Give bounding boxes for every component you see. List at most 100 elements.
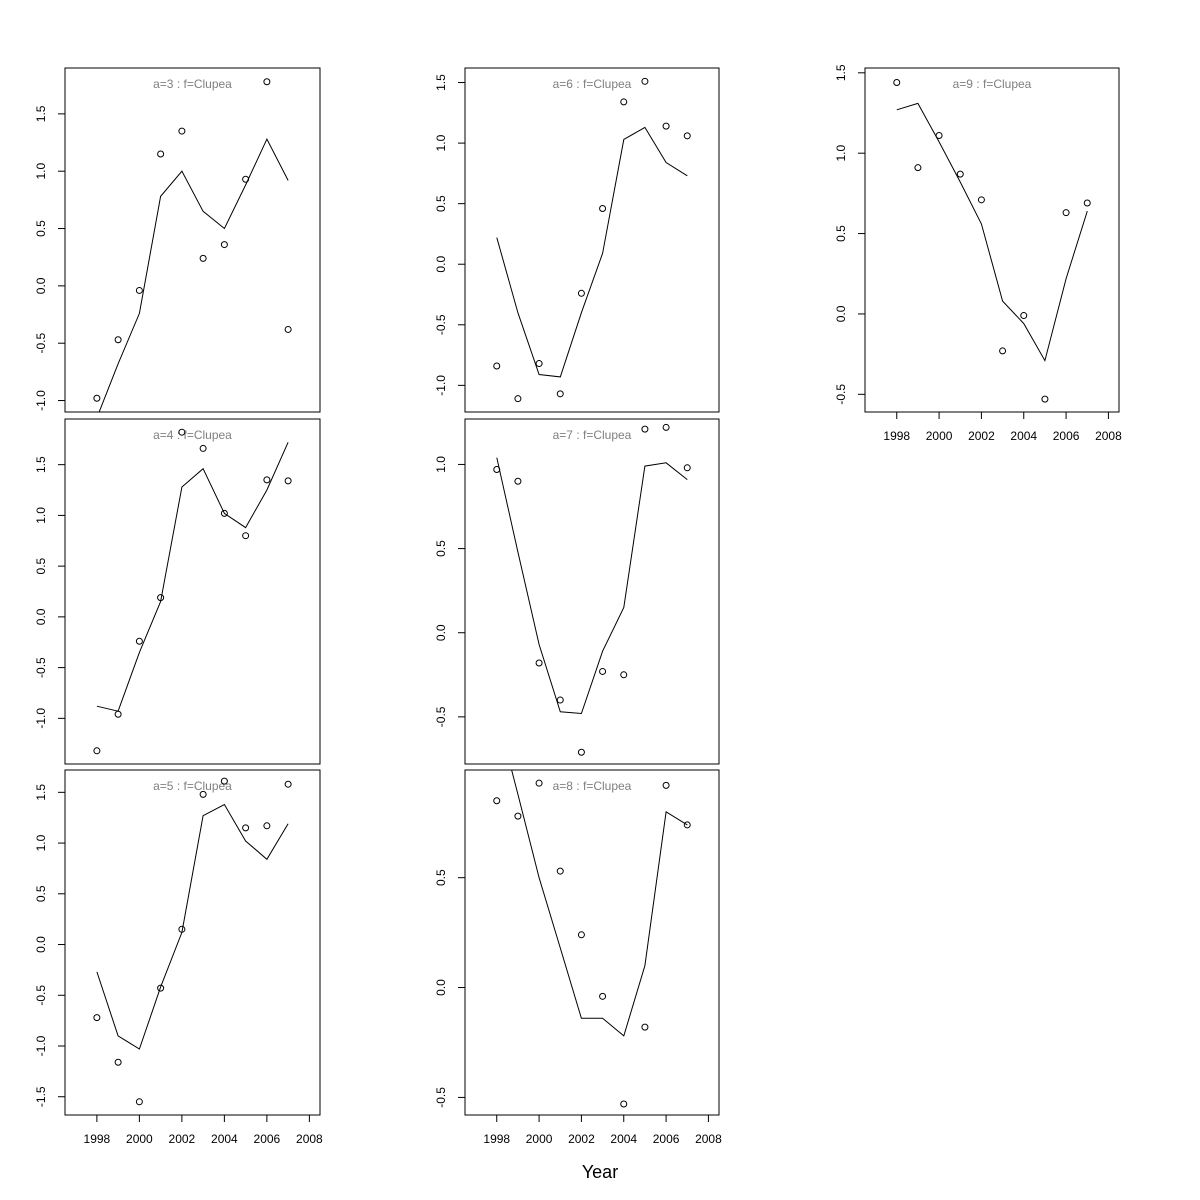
y-tick-label: 1.0 (34, 163, 48, 180)
fitted-line (496, 126, 688, 378)
x-tick-label: 1998 (84, 1132, 111, 1146)
data-point (1020, 312, 1028, 320)
plot-frame (64, 418, 321, 765)
data-point (220, 241, 228, 249)
x-tick-label: 2000 (126, 1132, 153, 1146)
panel-7: a=9 : f=Clupea -0.5 0.0 0.5 1.0 1.5 1998 2000 20… (834, 64, 1122, 443)
data-point (935, 132, 943, 140)
y-tick-label: 0.5 (834, 225, 848, 242)
y-tick-label: 1.5 (34, 105, 48, 122)
panel-4: a=6 : f=Clupea -1.0 -0.5 0.0 0.5 1.0 1.5 (434, 67, 720, 413)
fitted-line (96, 803, 289, 1050)
data-point (514, 812, 522, 820)
panel-1: a=3 : f=Clupea -1.0 -0.5 0.0 0.5 1.0 1.5 (34, 67, 321, 413)
data-point (199, 790, 207, 798)
y-tick-label: 0.0 (34, 936, 48, 953)
data-point (114, 1058, 122, 1066)
data-point (178, 428, 186, 436)
data-point (178, 925, 186, 933)
x-tick-label: 2000 (526, 1132, 553, 1146)
y-tick-label: -0.5 (34, 333, 48, 354)
data-point (641, 77, 649, 85)
data-point (556, 390, 564, 398)
data-point (493, 465, 501, 473)
plot-frame (64, 769, 321, 1116)
data-point (683, 132, 691, 140)
panel-title: a=8 : f=Clupea (553, 779, 632, 793)
data-point (599, 992, 607, 1000)
data-point (263, 822, 271, 830)
panel-title: a=5 : f=Clupea (153, 779, 232, 793)
data-point (620, 98, 628, 106)
data-point (1041, 395, 1049, 403)
y-tick-label: 0.0 (434, 979, 448, 996)
fitted-line (496, 457, 688, 715)
y-tick-label: 0.0 (434, 624, 448, 641)
fitted-line (98, 137, 289, 412)
data-point (93, 394, 101, 402)
x-tick-label: 2008 (1095, 429, 1122, 443)
data-point (577, 289, 585, 297)
y-tick-label: -1.0 (434, 375, 448, 396)
y-tick-label: 0.5 (34, 220, 48, 237)
panel-title: a=3 : f=Clupea (153, 77, 232, 91)
data-point (577, 748, 585, 756)
panel-title: a=7 : f=Clupea (553, 428, 632, 442)
data-point (93, 1014, 101, 1022)
data-point (157, 594, 165, 602)
data-point (641, 425, 649, 433)
data-point (977, 196, 985, 204)
data-point (956, 170, 964, 178)
x-axis-label: Year (582, 1162, 618, 1182)
y-tick-label: -1.0 (34, 708, 48, 729)
fitted-line (96, 442, 289, 712)
data-point (284, 325, 292, 333)
panel-5: a=7 : f=Clupea -0.5 0.0 0.5 1.0 (434, 418, 720, 765)
x-tick-label: 2000 (926, 429, 953, 443)
y-tick-label: -1.0 (34, 390, 48, 411)
data-point (556, 867, 564, 875)
data-point (242, 175, 250, 183)
x-tick-label: 2008 (695, 1132, 722, 1146)
data-point (135, 1098, 143, 1106)
data-point (914, 164, 922, 172)
x-tick-label: 2004 (1010, 429, 1037, 443)
plot-frame (864, 67, 1120, 413)
y-tick-label: 1.5 (34, 784, 48, 801)
x-tick-label: 2006 (254, 1132, 281, 1146)
data-point (577, 931, 585, 939)
fitted-line (511, 770, 688, 1037)
panel-3: a=5 : f=Clupea -1.5 -1.0 -0.5 0.0 0.5 1.0 1.5 19… (34, 769, 323, 1146)
data-point (178, 127, 186, 135)
y-tick-label: 1.0 (34, 507, 48, 524)
data-point (535, 659, 543, 667)
plot-frame (464, 418, 720, 765)
y-tick-label: -0.5 (34, 657, 48, 678)
y-tick-label: -1.0 (34, 1035, 48, 1056)
x-tick-label: 1998 (483, 1132, 510, 1146)
data-point (135, 637, 143, 645)
data-point (263, 476, 271, 484)
x-tick-label: 2004 (610, 1132, 637, 1146)
data-point (556, 696, 564, 704)
panel-2: a=4 : f=Clupea -1.0 -0.5 0.0 0.5 1.0 1.5 (34, 418, 321, 765)
plot-frame (464, 67, 720, 413)
data-point (220, 777, 228, 785)
data-point (683, 821, 691, 829)
y-tick-label: 0.0 (34, 608, 48, 625)
y-tick-label: -0.5 (434, 314, 448, 335)
data-point (493, 362, 501, 370)
y-tick-label: 0.0 (34, 277, 48, 294)
data-point (114, 336, 122, 344)
data-point (242, 824, 250, 832)
y-tick-label: 1.5 (834, 64, 848, 81)
panel-title: a=6 : f=Clupea (553, 77, 632, 91)
y-tick-label: 1.0 (834, 145, 848, 162)
data-point (599, 205, 607, 213)
y-tick-label: 0.5 (434, 869, 448, 886)
y-tick-label: 0.0 (434, 256, 448, 273)
y-tick-label: 1.0 (434, 456, 448, 473)
fitted-line (896, 102, 1088, 362)
data-point (662, 423, 670, 431)
